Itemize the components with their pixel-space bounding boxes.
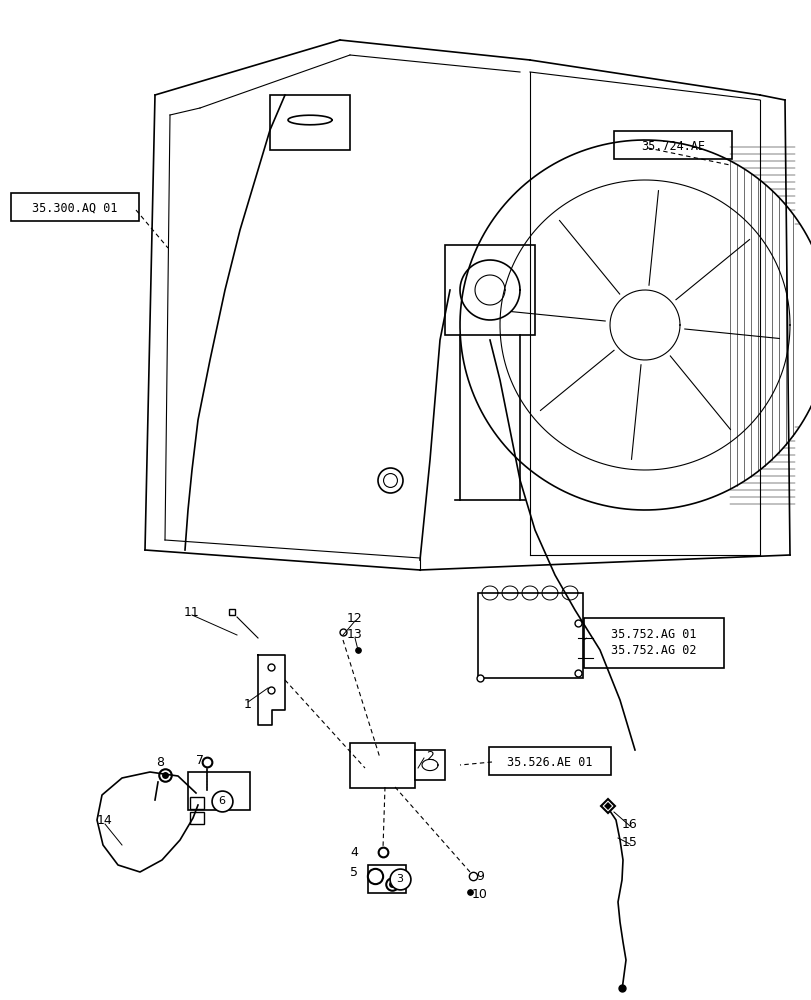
Text: 35.752.AG 02: 35.752.AG 02 (611, 645, 696, 658)
Text: 14: 14 (97, 814, 113, 828)
Text: 35.526.AE 01: 35.526.AE 01 (507, 756, 592, 768)
Text: 9: 9 (475, 869, 483, 882)
FancyBboxPatch shape (488, 747, 610, 775)
Text: 5: 5 (350, 866, 358, 880)
FancyBboxPatch shape (478, 593, 582, 678)
FancyBboxPatch shape (444, 245, 534, 335)
Text: 2: 2 (426, 750, 433, 762)
Text: 10: 10 (471, 888, 487, 900)
Text: 35.724.AE: 35.724.AE (640, 139, 704, 152)
FancyBboxPatch shape (613, 131, 731, 159)
Text: 1: 1 (244, 698, 251, 712)
Text: 16: 16 (621, 818, 637, 830)
FancyBboxPatch shape (583, 618, 723, 668)
FancyBboxPatch shape (367, 865, 406, 893)
Text: 11: 11 (184, 605, 200, 618)
Text: 4: 4 (350, 846, 358, 859)
FancyBboxPatch shape (350, 743, 414, 788)
Text: 35.300.AQ 01: 35.300.AQ 01 (32, 202, 118, 215)
Text: 13: 13 (346, 629, 363, 642)
Text: 3: 3 (396, 874, 403, 884)
FancyBboxPatch shape (188, 772, 250, 810)
FancyBboxPatch shape (270, 95, 350, 150)
Text: 12: 12 (346, 611, 363, 624)
Text: 15: 15 (621, 836, 637, 848)
FancyBboxPatch shape (11, 193, 139, 221)
Text: 8: 8 (156, 756, 164, 768)
Text: 7: 7 (195, 754, 204, 766)
FancyBboxPatch shape (190, 812, 204, 824)
FancyBboxPatch shape (414, 750, 444, 780)
FancyBboxPatch shape (190, 797, 204, 809)
Text: 6: 6 (218, 796, 225, 806)
Text: 35.752.AG 01: 35.752.AG 01 (611, 628, 696, 641)
